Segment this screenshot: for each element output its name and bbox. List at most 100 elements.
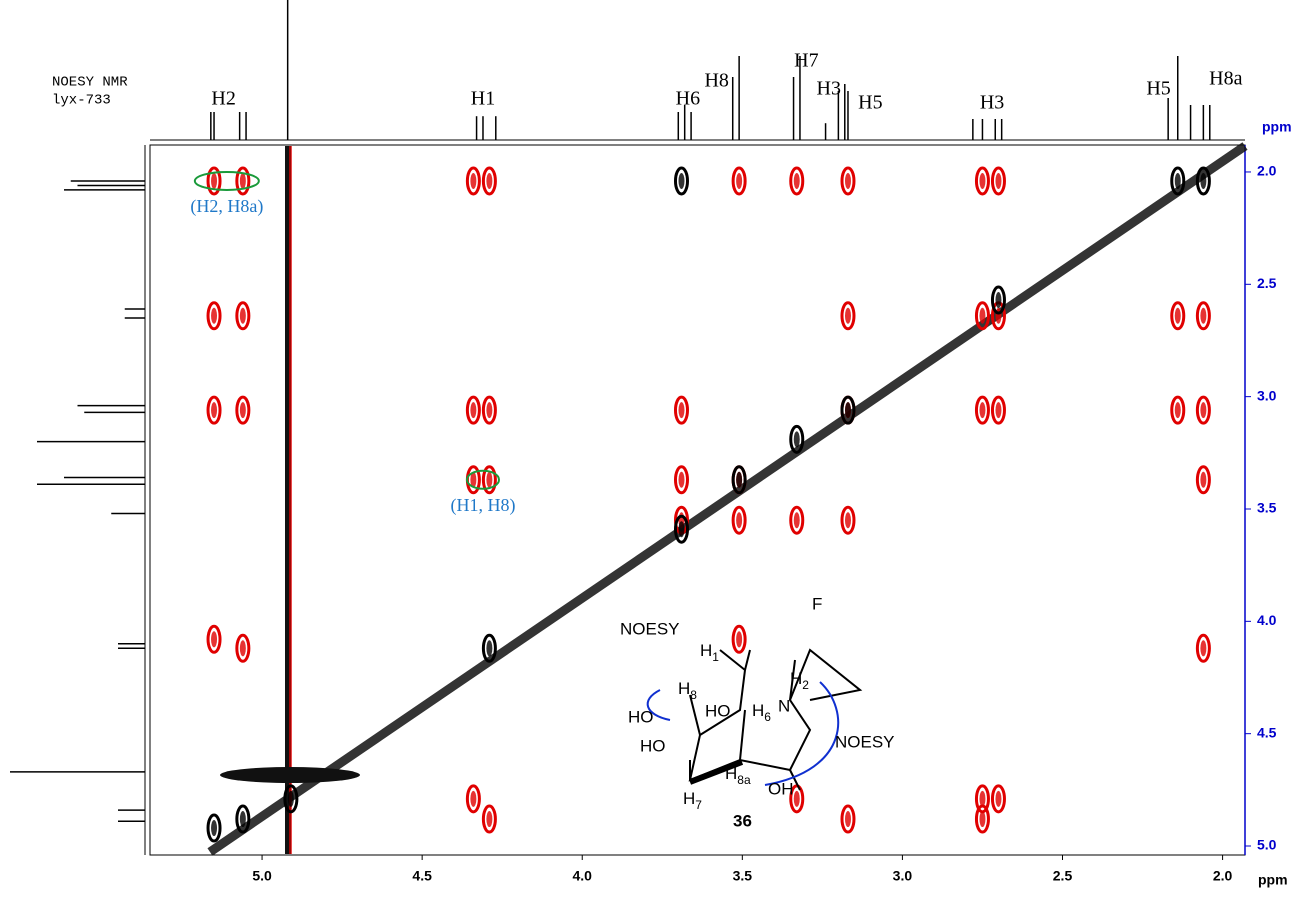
- cross-peak: [465, 166, 481, 196]
- cross-peak: [1170, 301, 1186, 331]
- cross-peak-core: [736, 512, 743, 529]
- y-axis-label: ppm: [1262, 119, 1292, 135]
- peak-label: H7: [794, 50, 818, 72]
- x-tick-label: 3.0: [893, 868, 913, 884]
- structure-label: H: [725, 764, 737, 783]
- peak-label: H2: [211, 88, 235, 110]
- structure-label: 6: [764, 710, 771, 724]
- cross-peak: [481, 395, 497, 425]
- cross-peak: [840, 166, 856, 196]
- cross-peak-core: [844, 172, 851, 189]
- cross-peak: [481, 633, 497, 663]
- x-axis-label: ppm: [1258, 872, 1288, 888]
- structure-label: HO: [628, 707, 654, 726]
- structure-label: HO: [705, 701, 731, 720]
- title-line: lyx-733: [52, 93, 111, 109]
- peak-label: H8a: [1209, 68, 1242, 90]
- y-tick-label: 2.5: [1257, 275, 1277, 291]
- cross-peak-core: [1200, 172, 1207, 189]
- cross-peak-core: [211, 631, 218, 648]
- cross-peak-core: [239, 307, 246, 324]
- cross-peak: [206, 813, 222, 843]
- cross-peak: [206, 166, 222, 196]
- cross-peak-core: [239, 402, 246, 419]
- structure-label: 8: [690, 688, 697, 702]
- cross-peak: [1195, 395, 1211, 425]
- cross-peak: [731, 166, 747, 196]
- x-tick-label: 3.5: [733, 868, 753, 884]
- structure-labels: NOESY H1 F H8 H2 H6 N HO HO HO H8a OH H7…: [620, 594, 895, 830]
- structure-label: H2: [790, 669, 809, 692]
- cross-peak-core: [239, 172, 246, 189]
- y-tick-label: 3.5: [1257, 500, 1277, 516]
- cross-peak: [974, 395, 990, 425]
- cross-peak: [235, 166, 251, 196]
- cross-peak: [789, 424, 805, 454]
- water-band: [220, 767, 360, 783]
- x-tick-label: 2.5: [1053, 868, 1073, 884]
- cross-peak-core: [979, 811, 986, 828]
- annotation-circle: [465, 469, 500, 490]
- peak-label: H5: [858, 92, 882, 114]
- structure-label: 7: [695, 798, 702, 812]
- cross-peak-core: [211, 820, 218, 837]
- cross-peak-core: [793, 790, 800, 807]
- cross-peak-core: [486, 172, 493, 189]
- cross-peak: [731, 465, 747, 495]
- structure-label: H: [678, 679, 690, 698]
- peak-label: H3: [817, 78, 841, 100]
- cross-peak-core: [979, 790, 986, 807]
- structure-label: H1: [700, 641, 719, 664]
- cross-peak-core: [793, 172, 800, 189]
- x-tick-label: 4.5: [412, 868, 432, 884]
- structure: [646, 648, 863, 791]
- cross-peak: [235, 633, 251, 663]
- cross-peak-core: [844, 512, 851, 529]
- cross-peak-core: [470, 172, 477, 189]
- cross-peak: [673, 465, 689, 495]
- cross-peak: [1195, 301, 1211, 331]
- cross-peak: [840, 395, 856, 425]
- x-tick-label: 4.0: [573, 868, 593, 884]
- cross-peak-core: [979, 402, 986, 419]
- cross-peak: [673, 166, 689, 196]
- cross-peak: [206, 624, 222, 654]
- cross-peak-core: [486, 811, 493, 828]
- cross-peak-core: [470, 471, 477, 488]
- cross-peak: [789, 784, 805, 814]
- structure-label: H8: [678, 679, 697, 702]
- cross-peak-core: [470, 790, 477, 807]
- x-tick-label: 5.0: [252, 868, 272, 884]
- cross-peak-core: [793, 512, 800, 529]
- structure-label: NOESY: [835, 732, 895, 751]
- cross-peak-core: [678, 402, 685, 419]
- cross-peak: [974, 804, 990, 834]
- structure-label: H: [683, 789, 695, 808]
- cross-peak-core: [844, 811, 851, 828]
- peak-label: H1: [471, 88, 495, 110]
- cross-peak: [235, 395, 251, 425]
- cross-peak: [283, 784, 299, 814]
- cross-peak: [465, 395, 481, 425]
- cross-peak: [481, 166, 497, 196]
- cross-peak: [206, 301, 222, 331]
- structure-label: H: [700, 641, 712, 660]
- water-streak: [289, 146, 292, 854]
- peak-label: H5: [1146, 78, 1170, 100]
- structure-label: HO: [640, 736, 666, 755]
- annotation: (H2, H8a): [190, 196, 263, 217]
- peak-label: H3: [980, 92, 1004, 114]
- cross-peak-core: [211, 402, 218, 419]
- structure-label: 8a: [737, 773, 751, 787]
- water-streak: [285, 146, 291, 854]
- cross-peak: [673, 395, 689, 425]
- structure-label: NOESY: [620, 619, 680, 638]
- cross-peak-core: [486, 402, 493, 419]
- cross-peak-core: [1174, 172, 1181, 189]
- compound-number: 36: [733, 811, 752, 830]
- cross-peak-core: [736, 631, 743, 648]
- cross-peak: [1170, 395, 1186, 425]
- cross-peak-core: [287, 790, 294, 807]
- cross-peak-core: [211, 307, 218, 324]
